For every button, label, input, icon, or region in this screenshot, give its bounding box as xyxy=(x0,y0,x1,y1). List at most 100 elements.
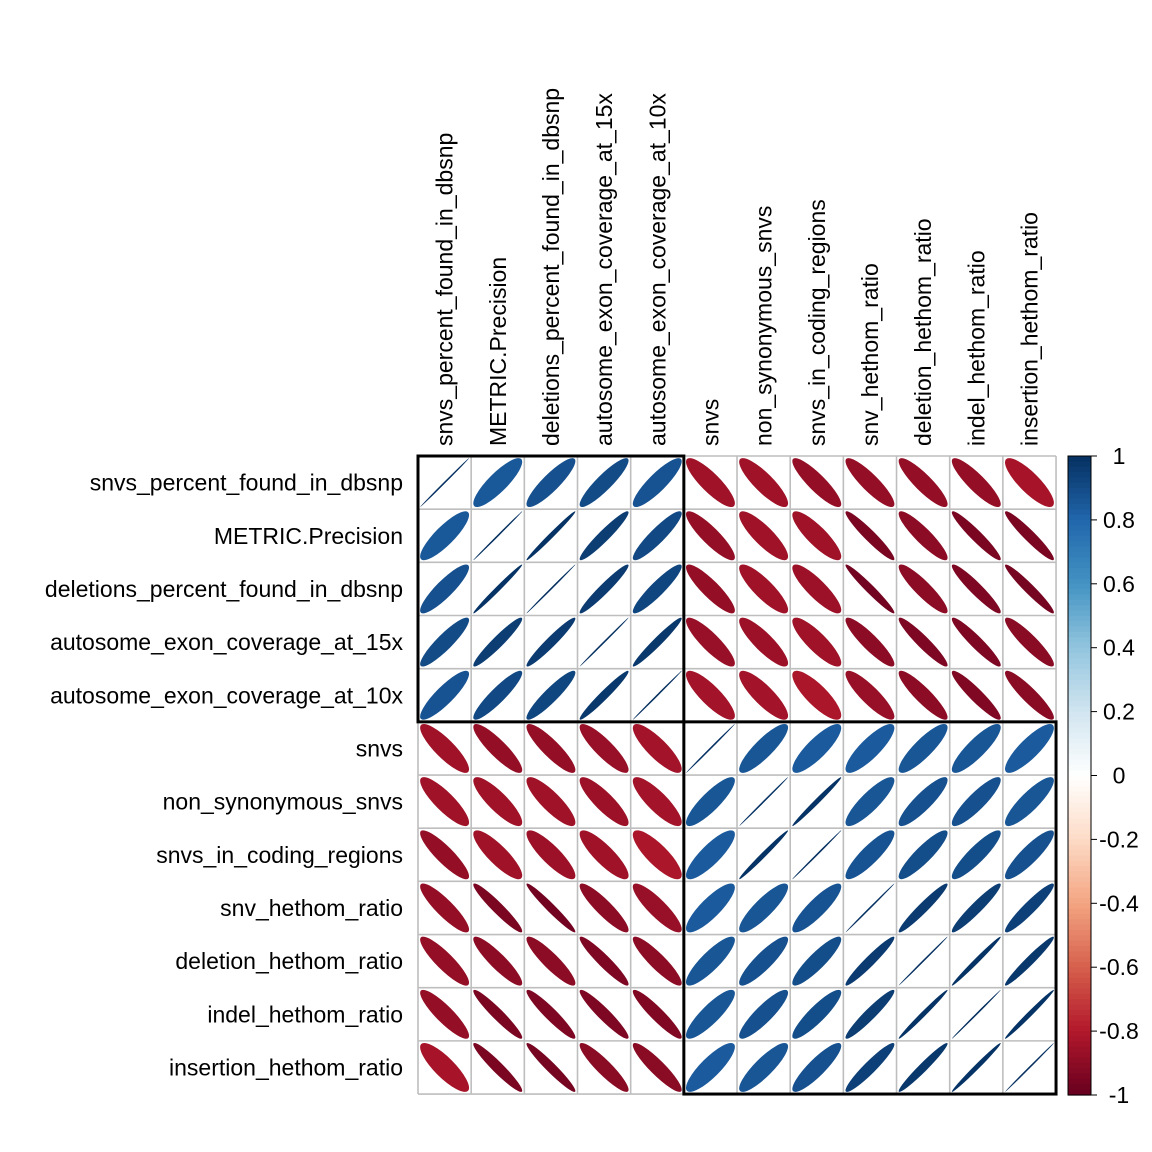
matrix-cell xyxy=(737,881,791,935)
matrix-cell xyxy=(1002,456,1057,510)
matrix-cell xyxy=(843,668,897,722)
matrix-cell xyxy=(737,509,791,563)
correlation-ellipse xyxy=(951,723,1001,773)
correlation-ellipse xyxy=(685,883,735,933)
row-label: snvs_in_coding_regions xyxy=(156,842,403,868)
legend-color-segment xyxy=(1068,993,1091,1000)
matrix-cell xyxy=(1002,1040,1057,1095)
legend-color-segment xyxy=(1068,1079,1091,1085)
matrix-cell xyxy=(737,934,791,988)
correlation-ellipse xyxy=(845,1042,895,1092)
row-label: METRIC.Precision xyxy=(214,523,403,549)
matrix-cell xyxy=(949,615,1003,669)
correlation-ellipse xyxy=(473,936,523,986)
legend-color-segment xyxy=(1068,967,1091,974)
legend-color-segment xyxy=(1068,775,1091,782)
matrix-cell xyxy=(843,456,897,510)
correlation-ellipse xyxy=(951,670,1001,720)
correlation-ellipse xyxy=(739,989,789,1039)
correlation-ellipse xyxy=(792,617,842,667)
correlation-ellipse xyxy=(1004,670,1054,720)
column-label: snv_hethom_ratio xyxy=(857,263,883,446)
legend-tick-label: -0.8 xyxy=(1099,1018,1139,1044)
correlation-ellipse xyxy=(898,458,948,508)
correlation-ellipse xyxy=(473,1042,523,1092)
correlation-ellipse xyxy=(685,830,735,880)
correlation-ellipse xyxy=(632,830,682,880)
matrix-cell xyxy=(418,668,472,722)
correlation-ellipse xyxy=(951,1042,1001,1092)
legend-color-segment xyxy=(1068,818,1091,825)
legend-color-segment xyxy=(1068,791,1091,798)
matrix-cell xyxy=(949,828,1003,882)
matrix-cell xyxy=(790,615,844,669)
matrix-cell xyxy=(683,456,738,510)
matrix-cell xyxy=(683,881,738,935)
legend-color-segment xyxy=(1068,738,1091,745)
matrix-cell xyxy=(524,562,578,616)
correlation-ellipse xyxy=(526,777,576,827)
matrix-cell xyxy=(1002,881,1057,935)
matrix-cell xyxy=(683,721,738,776)
legend-tick-label: -1 xyxy=(1109,1082,1129,1108)
correlation-ellipse xyxy=(579,564,629,614)
column-label: snvs_percent_found_in_dbsnp xyxy=(432,133,458,446)
legend-color-segment xyxy=(1068,551,1091,558)
legend-color-segment xyxy=(1068,514,1091,521)
correlation-ellipse xyxy=(473,670,523,720)
legend-color-segment xyxy=(1068,690,1091,697)
legend-color-segment xyxy=(1068,903,1091,910)
row-label: deletion_hethom_ratio xyxy=(175,948,403,974)
row-label: insertion_hethom_ratio xyxy=(169,1054,403,1080)
matrix-cell xyxy=(418,509,472,563)
column-label: snvs_in_coding_regions xyxy=(804,199,830,446)
matrix-cell xyxy=(843,1040,897,1095)
legend-color-segment xyxy=(1068,653,1091,659)
matrix-cell xyxy=(843,828,897,882)
legend-color-segment xyxy=(1068,945,1091,952)
matrix-cell xyxy=(630,987,684,1041)
correlation-ellipse xyxy=(473,564,523,614)
matrix-cell xyxy=(790,987,844,1041)
correlation-ellipse xyxy=(632,564,682,614)
matrix-cell xyxy=(949,562,1003,616)
legend-color-segment xyxy=(1068,637,1091,643)
correlation-ellipse xyxy=(1004,830,1054,880)
legend-color-segment xyxy=(1068,679,1091,686)
matrix-cell xyxy=(737,1040,791,1095)
correlation-ellipse xyxy=(526,989,576,1039)
matrix-cell xyxy=(471,881,525,935)
correlation-ellipse xyxy=(951,458,1001,508)
correlation-ellipse xyxy=(1004,511,1054,561)
matrix-cell xyxy=(896,934,950,988)
correlation-ellipse xyxy=(420,564,470,614)
matrix-cell xyxy=(896,881,950,935)
legend-color-segment xyxy=(1068,1020,1091,1027)
matrix-cell xyxy=(896,775,950,829)
legend-color-segment xyxy=(1068,1015,1091,1022)
legend-color-segment xyxy=(1068,578,1091,585)
matrix-cell xyxy=(790,881,844,935)
matrix-cell xyxy=(630,1040,684,1095)
correlation-ellipse xyxy=(1004,936,1054,986)
correlation-ellipse xyxy=(792,564,842,614)
matrix-cell xyxy=(1002,828,1057,882)
correlation-ellipse xyxy=(420,458,470,508)
matrix-cell xyxy=(949,668,1003,722)
matrix-cell xyxy=(896,615,950,669)
column-labels: snvs_percent_found_in_dbsnp METRIC.Precis… xyxy=(432,88,1043,446)
legend-tick-label: 0 xyxy=(1113,763,1126,789)
matrix-cell xyxy=(471,1040,525,1095)
correlation-ellipse xyxy=(632,670,682,720)
matrix-cell xyxy=(683,987,738,1041)
correlation-ellipse xyxy=(739,564,789,614)
correlation-ellipse xyxy=(898,777,948,827)
correlation-ellipse xyxy=(845,830,895,880)
legend-color-segment xyxy=(1068,1036,1091,1043)
correlation-ellipse xyxy=(579,936,629,986)
matrix-cell xyxy=(949,775,1003,829)
correlation-ellipse xyxy=(473,830,523,880)
matrix-cell xyxy=(737,987,791,1041)
column-label: insertion_hethom_ratio xyxy=(1016,212,1042,446)
